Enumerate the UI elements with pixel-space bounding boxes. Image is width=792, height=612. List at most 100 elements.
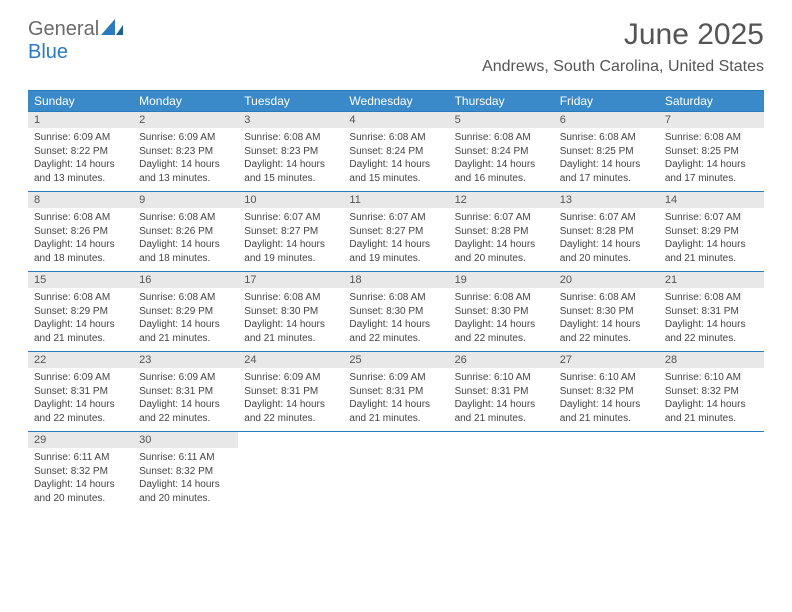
day-number: 4 xyxy=(343,112,448,128)
daylight-line: Daylight: 14 hours and 21 minutes. xyxy=(665,238,758,265)
sunset-line: Sunset: 8:22 PM xyxy=(34,145,127,159)
daylight-line: Daylight: 14 hours and 22 minutes. xyxy=(665,318,758,345)
sunrise-line: Sunrise: 6:07 AM xyxy=(244,211,337,225)
sunset-line: Sunset: 8:31 PM xyxy=(455,385,548,399)
empty-cell xyxy=(343,432,448,511)
day-number: 29 xyxy=(28,432,133,448)
day-cell: 20Sunrise: 6:08 AMSunset: 8:30 PMDayligh… xyxy=(554,272,659,351)
sunset-line: Sunset: 8:31 PM xyxy=(665,305,758,319)
weekday-header: SundayMondayTuesdayWednesdayThursdayFrid… xyxy=(28,91,764,111)
weekday-tuesday: Tuesday xyxy=(238,91,343,111)
sunrise-line: Sunrise: 6:08 AM xyxy=(139,211,232,225)
day-cell: 10Sunrise: 6:07 AMSunset: 8:27 PMDayligh… xyxy=(238,192,343,271)
sunset-line: Sunset: 8:23 PM xyxy=(244,145,337,159)
weekday-friday: Friday xyxy=(554,91,659,111)
day-details: Sunrise: 6:07 AMSunset: 8:28 PMDaylight:… xyxy=(449,208,554,265)
daylight-line: Daylight: 14 hours and 20 minutes. xyxy=(455,238,548,265)
day-details: Sunrise: 6:08 AMSunset: 8:25 PMDaylight:… xyxy=(554,128,659,185)
sunset-line: Sunset: 8:32 PM xyxy=(665,385,758,399)
sunset-line: Sunset: 8:29 PM xyxy=(139,305,232,319)
day-cell: 13Sunrise: 6:07 AMSunset: 8:28 PMDayligh… xyxy=(554,192,659,271)
daylight-line: Daylight: 14 hours and 22 minutes. xyxy=(139,398,232,425)
day-number: 5 xyxy=(449,112,554,128)
sunrise-line: Sunrise: 6:08 AM xyxy=(139,291,232,305)
sunrise-line: Sunrise: 6:07 AM xyxy=(349,211,442,225)
day-details: Sunrise: 6:08 AMSunset: 8:30 PMDaylight:… xyxy=(554,288,659,345)
sunrise-line: Sunrise: 6:10 AM xyxy=(455,371,548,385)
day-cell: 4Sunrise: 6:08 AMSunset: 8:24 PMDaylight… xyxy=(343,112,448,191)
daylight-line: Daylight: 14 hours and 21 minutes. xyxy=(139,318,232,345)
day-cell: 30Sunrise: 6:11 AMSunset: 8:32 PMDayligh… xyxy=(133,432,238,511)
sunrise-line: Sunrise: 6:09 AM xyxy=(349,371,442,385)
day-details: Sunrise: 6:08 AMSunset: 8:30 PMDaylight:… xyxy=(343,288,448,345)
day-details: Sunrise: 6:08 AMSunset: 8:29 PMDaylight:… xyxy=(133,288,238,345)
day-number: 28 xyxy=(659,352,764,368)
day-details: Sunrise: 6:07 AMSunset: 8:27 PMDaylight:… xyxy=(343,208,448,265)
sunset-line: Sunset: 8:26 PM xyxy=(34,225,127,239)
sunrise-line: Sunrise: 6:09 AM xyxy=(139,371,232,385)
daylight-line: Daylight: 14 hours and 18 minutes. xyxy=(34,238,127,265)
day-details: Sunrise: 6:08 AMSunset: 8:23 PMDaylight:… xyxy=(238,128,343,185)
sunset-line: Sunset: 8:32 PM xyxy=(34,465,127,479)
day-cell: 8Sunrise: 6:08 AMSunset: 8:26 PMDaylight… xyxy=(28,192,133,271)
sunrise-line: Sunrise: 6:08 AM xyxy=(560,131,653,145)
location-text: Andrews, South Carolina, United States xyxy=(482,58,764,76)
day-number: 20 xyxy=(554,272,659,288)
daylight-line: Daylight: 14 hours and 13 minutes. xyxy=(139,158,232,185)
sunset-line: Sunset: 8:31 PM xyxy=(34,385,127,399)
day-cell: 27Sunrise: 6:10 AMSunset: 8:32 PMDayligh… xyxy=(554,352,659,431)
sunset-line: Sunset: 8:29 PM xyxy=(34,305,127,319)
day-number: 18 xyxy=(343,272,448,288)
day-cell: 18Sunrise: 6:08 AMSunset: 8:30 PMDayligh… xyxy=(343,272,448,351)
day-details: Sunrise: 6:08 AMSunset: 8:30 PMDaylight:… xyxy=(449,288,554,345)
day-details: Sunrise: 6:09 AMSunset: 8:31 PMDaylight:… xyxy=(343,368,448,425)
day-details: Sunrise: 6:07 AMSunset: 8:28 PMDaylight:… xyxy=(554,208,659,265)
daylight-line: Daylight: 14 hours and 21 minutes. xyxy=(349,398,442,425)
sunrise-line: Sunrise: 6:10 AM xyxy=(665,371,758,385)
day-details: Sunrise: 6:09 AMSunset: 8:22 PMDaylight:… xyxy=(28,128,133,185)
day-cell: 17Sunrise: 6:08 AMSunset: 8:30 PMDayligh… xyxy=(238,272,343,351)
weekday-wednesday: Wednesday xyxy=(343,91,448,111)
daylight-line: Daylight: 14 hours and 21 minutes. xyxy=(244,318,337,345)
sunset-line: Sunset: 8:31 PM xyxy=(349,385,442,399)
sunset-line: Sunset: 8:27 PM xyxy=(349,225,442,239)
day-number: 27 xyxy=(554,352,659,368)
sunrise-line: Sunrise: 6:09 AM xyxy=(244,371,337,385)
day-cell: 9Sunrise: 6:08 AMSunset: 8:26 PMDaylight… xyxy=(133,192,238,271)
daylight-line: Daylight: 14 hours and 13 minutes. xyxy=(34,158,127,185)
day-cell: 11Sunrise: 6:07 AMSunset: 8:27 PMDayligh… xyxy=(343,192,448,271)
day-number: 22 xyxy=(28,352,133,368)
day-cell: 6Sunrise: 6:08 AMSunset: 8:25 PMDaylight… xyxy=(554,112,659,191)
sunset-line: Sunset: 8:27 PM xyxy=(244,225,337,239)
daylight-line: Daylight: 14 hours and 19 minutes. xyxy=(349,238,442,265)
daylight-line: Daylight: 14 hours and 16 minutes. xyxy=(455,158,548,185)
day-cell: 25Sunrise: 6:09 AMSunset: 8:31 PMDayligh… xyxy=(343,352,448,431)
day-details: Sunrise: 6:11 AMSunset: 8:32 PMDaylight:… xyxy=(28,448,133,505)
day-cell: 21Sunrise: 6:08 AMSunset: 8:31 PMDayligh… xyxy=(659,272,764,351)
day-details: Sunrise: 6:09 AMSunset: 8:23 PMDaylight:… xyxy=(133,128,238,185)
day-details: Sunrise: 6:08 AMSunset: 8:24 PMDaylight:… xyxy=(343,128,448,185)
daylight-line: Daylight: 14 hours and 17 minutes. xyxy=(560,158,653,185)
day-cell: 23Sunrise: 6:09 AMSunset: 8:31 PMDayligh… xyxy=(133,352,238,431)
weekday-saturday: Saturday xyxy=(659,91,764,111)
daylight-line: Daylight: 14 hours and 20 minutes. xyxy=(560,238,653,265)
daylight-line: Daylight: 14 hours and 22 minutes. xyxy=(34,398,127,425)
sunset-line: Sunset: 8:30 PM xyxy=(349,305,442,319)
daylight-line: Daylight: 14 hours and 15 minutes. xyxy=(349,158,442,185)
day-details: Sunrise: 6:07 AMSunset: 8:27 PMDaylight:… xyxy=(238,208,343,265)
daylight-line: Daylight: 14 hours and 21 minutes. xyxy=(560,398,653,425)
day-details: Sunrise: 6:08 AMSunset: 8:29 PMDaylight:… xyxy=(28,288,133,345)
day-cell: 12Sunrise: 6:07 AMSunset: 8:28 PMDayligh… xyxy=(449,192,554,271)
day-number: 16 xyxy=(133,272,238,288)
sunrise-line: Sunrise: 6:08 AM xyxy=(349,131,442,145)
day-number: 1 xyxy=(28,112,133,128)
day-number: 19 xyxy=(449,272,554,288)
day-details: Sunrise: 6:08 AMSunset: 8:26 PMDaylight:… xyxy=(133,208,238,265)
empty-cell xyxy=(238,432,343,511)
day-details: Sunrise: 6:10 AMSunset: 8:32 PMDaylight:… xyxy=(554,368,659,425)
empty-cell xyxy=(659,432,764,511)
week-row: 8Sunrise: 6:08 AMSunset: 8:26 PMDaylight… xyxy=(28,191,764,271)
day-details: Sunrise: 6:09 AMSunset: 8:31 PMDaylight:… xyxy=(133,368,238,425)
day-details: Sunrise: 6:08 AMSunset: 8:25 PMDaylight:… xyxy=(659,128,764,185)
weekday-monday: Monday xyxy=(133,91,238,111)
